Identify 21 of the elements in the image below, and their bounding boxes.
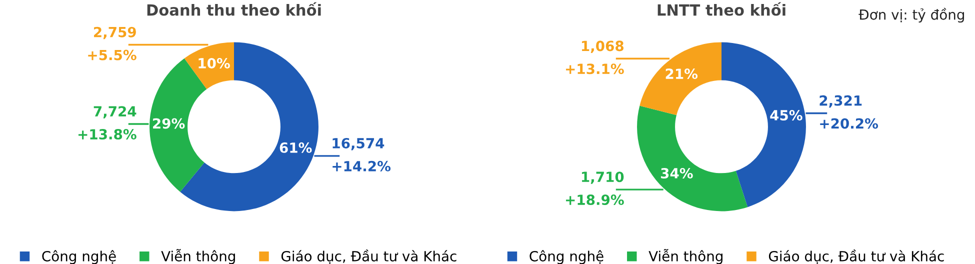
legend-label: Giáo dục, Đầu tư và Khác	[281, 250, 456, 264]
data-label: 10%	[198, 58, 230, 68]
legend-label: Viễn thông	[648, 249, 722, 264]
legend-label: Giáo dục, Đầu tư và Khác	[768, 250, 944, 264]
data-label: 61%	[280, 142, 312, 153]
text: 2,759 +5.5%	[88, 26, 136, 60]
data-label: 21%	[666, 68, 698, 80]
text: 1,710 +18.9%	[566, 172, 624, 206]
text: 7,724 +13.8%	[78, 106, 136, 140]
text: 2,321 +20.2%	[820, 95, 878, 129]
text: 16,574 +14.2%	[332, 138, 391, 172]
legend-label: Công nghệ	[530, 250, 604, 264]
chart-title: LNTT theo khối	[658, 2, 786, 16]
chart-subtitle: Đơn vị: tỷ đồng	[858, 8, 964, 23]
data-label: 45%	[770, 110, 802, 121]
data-label: 34%	[660, 168, 693, 178]
data-label: 29%	[153, 118, 185, 129]
legend-label: Công nghệ	[42, 250, 116, 264]
legend-label: Viễn thông	[161, 249, 235, 264]
text: 1,068 +13.1%	[566, 40, 624, 74]
chart-title: Doanh thu theo khối	[147, 2, 321, 16]
